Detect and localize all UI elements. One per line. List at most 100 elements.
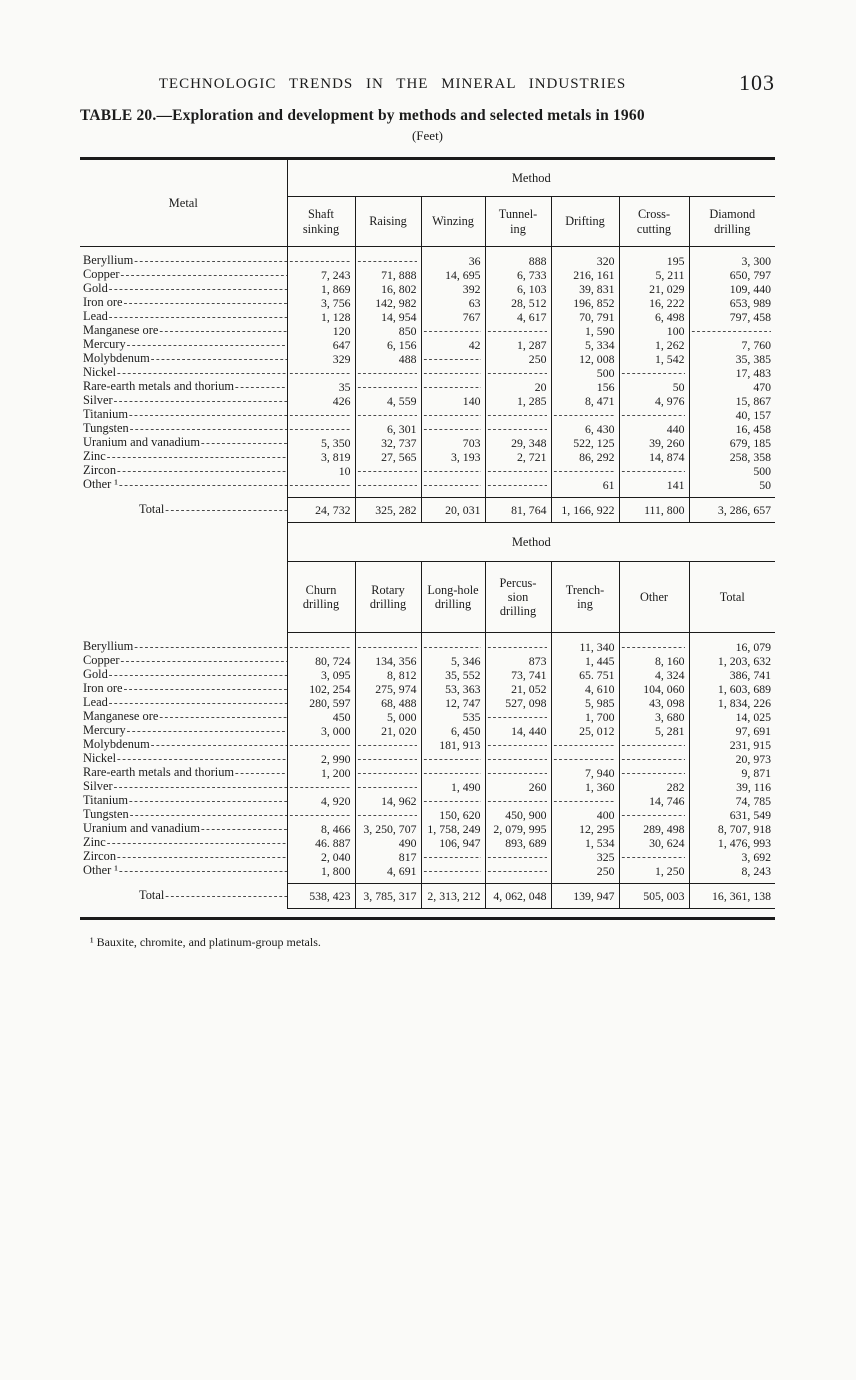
value-cell: 386, 741 [688, 668, 776, 682]
value-cell: 156 [550, 380, 619, 394]
value-cell: 4, 324 [618, 668, 689, 682]
group-header-row: Method [80, 522, 776, 562]
value-cell: 6, 430 [550, 422, 619, 436]
spacer-cell [420, 878, 485, 884]
metal-label-cell: Titanium--------------------------------… [80, 408, 287, 422]
value-cell: 1, 700 [550, 710, 619, 724]
value-cell: 32, 737 [354, 436, 421, 450]
value-cell: 25, 012 [550, 724, 619, 738]
value-cell: 80, 724 [286, 654, 355, 668]
table-row: Titanium--------------------------------… [80, 408, 776, 422]
value-cell: 50 [688, 478, 776, 492]
page-content: TECHNOLOGIC TRENDS IN THE MINERAL INDUST… [80, 0, 776, 950]
value-cell: 4, 920 [286, 794, 355, 808]
table-row: Beryllium ------------------------------ -… [80, 640, 776, 654]
empty-cell: ---------------------------------------- [618, 738, 689, 752]
dash-leader: ---------------------------------------- [621, 408, 685, 421]
value-cell: 100 [618, 324, 689, 338]
group-header-row: Metal Method [80, 157, 776, 247]
empty-cell: ---------------------------------------- [420, 324, 485, 338]
total-value-cell: 16, 361, 138 [688, 883, 776, 909]
dash-leader: ---------------------------------------- [487, 640, 547, 653]
table-row: Gold------------------------------------… [80, 668, 776, 682]
spacer-cell [354, 492, 421, 498]
value-cell: 65. 751 [550, 668, 619, 682]
column-header-tunneling: Tunnel- ing [484, 196, 551, 247]
table-row: Copper----------------------------------… [80, 654, 776, 668]
value-cell: 8, 466 [286, 822, 355, 836]
value-cell: 28, 512 [484, 296, 551, 310]
value-cell: 1, 287 [484, 338, 551, 352]
value-cell: 3, 756 [286, 296, 355, 310]
stub-leader-wrap: Lead------------------------------------… [83, 310, 287, 324]
value-cell: 14, 954 [354, 310, 421, 324]
stub-leader-wrap: Titanium--------------------------------… [83, 794, 287, 808]
value-cell: 653, 989 [688, 296, 776, 310]
column-header-diamond-drilling: Diamond drilling [688, 196, 776, 247]
spacer-cell [550, 246, 619, 254]
stub-leader-wrap: Gold------------------------------------… [83, 668, 287, 682]
empty-cell: ---------------------------------------- [286, 808, 355, 822]
value-cell: 6, 498 [618, 310, 689, 324]
total-value-cell: 139, 947 [550, 883, 619, 909]
stub-leader-wrap: Silver----------------------------------… [83, 394, 287, 408]
value-cell: 1, 490 [420, 780, 485, 794]
empty-cell: ---------------------------------------- [420, 352, 485, 366]
spacer-cell [550, 632, 619, 640]
value-cell: 4, 976 [618, 394, 689, 408]
dash-leader: ----------------------------------------… [129, 795, 287, 807]
dash-leader: ---------------------------------------- [357, 254, 417, 267]
empty-cell: ---------------------------------------- [286, 254, 355, 268]
empty-cell: ---------------------------------------- [484, 640, 551, 654]
metal-label-cell: Nickel----------------------------------… [80, 366, 287, 380]
metal-label: Uranium and vanadium [83, 822, 200, 835]
stub-leader-wrap: Tungsten--------------------------------… [83, 808, 287, 822]
metal-label: Zircon [83, 850, 117, 863]
dash-leader: ---------------------------------------- [553, 464, 615, 477]
stub-leader-wrap: Tungsten--------------------------------… [83, 422, 287, 436]
value-cell: 2, 721 [484, 450, 551, 464]
value-cell: 8, 707, 918 [688, 822, 776, 836]
value-cell: 74, 785 [688, 794, 776, 808]
dash-leader: ---------------------------------------- [487, 324, 547, 337]
dash-leader: ---------------------------------------- [423, 478, 481, 491]
table-row: Other ¹---------------------------------… [80, 864, 776, 878]
value-cell: 650, 797 [688, 268, 776, 282]
value-cell: 7, 243 [286, 268, 355, 282]
value-cell: 282 [618, 780, 689, 794]
value-cell: 181, 913 [420, 738, 485, 752]
column-header-cross-cutting: Cross- cutting [618, 196, 689, 247]
dash-leader: ---------------------------------------- [289, 808, 351, 821]
dash-leader: ----------------------------------------… [134, 255, 287, 267]
dash-leader: ---------------------------------------- [621, 766, 685, 779]
value-cell: 527, 098 [484, 696, 551, 710]
value-cell: 14, 746 [618, 794, 689, 808]
metal-label: Zinc [83, 836, 106, 849]
dash-leader: ---------------------------------------- [423, 408, 481, 421]
value-cell: 535 [420, 710, 485, 724]
stub-leader-wrap: Zinc------------------------------------… [83, 836, 287, 850]
metal-label-cell: Zircon----------------------------------… [80, 464, 287, 478]
metal-label-cell: Beryllium-------------------------------… [80, 254, 287, 268]
stub-leader-wrap: Titanium--------------------------------… [83, 408, 287, 422]
dash-leader: ----------------------------------------… [123, 683, 287, 695]
stub-leader-wrap: Other ¹---------------------------------… [83, 478, 287, 492]
value-cell: 2, 079, 995 [484, 822, 551, 836]
metal-label-cell: Iron ore--------------------------------… [80, 682, 287, 696]
value-cell: 647 [286, 338, 355, 352]
value-cell: 1, 590 [550, 324, 619, 338]
metal-label-cell: Copper----------------------------------… [80, 654, 287, 668]
value-cell: 250 [550, 864, 619, 878]
value-cell: 20, 973 [688, 752, 776, 766]
dash-leader: ----------------------------------------… [201, 823, 287, 835]
value-cell: 16, 458 [688, 422, 776, 436]
running-head: TECHNOLOGIC TRENDS IN THE MINERAL INDUST… [80, 70, 775, 95]
table-row: Mercury---------------------------------… [80, 724, 776, 738]
metal-label: Silver [83, 394, 113, 407]
value-cell: 35 [286, 380, 355, 394]
value-cell: 12, 295 [550, 822, 619, 836]
total-value-cell: 4, 062, 048 [484, 883, 551, 909]
stub-leader-wrap: Manganese ore---------------------------… [83, 324, 287, 338]
empty-cell: ---------------------------------------- [286, 640, 355, 654]
